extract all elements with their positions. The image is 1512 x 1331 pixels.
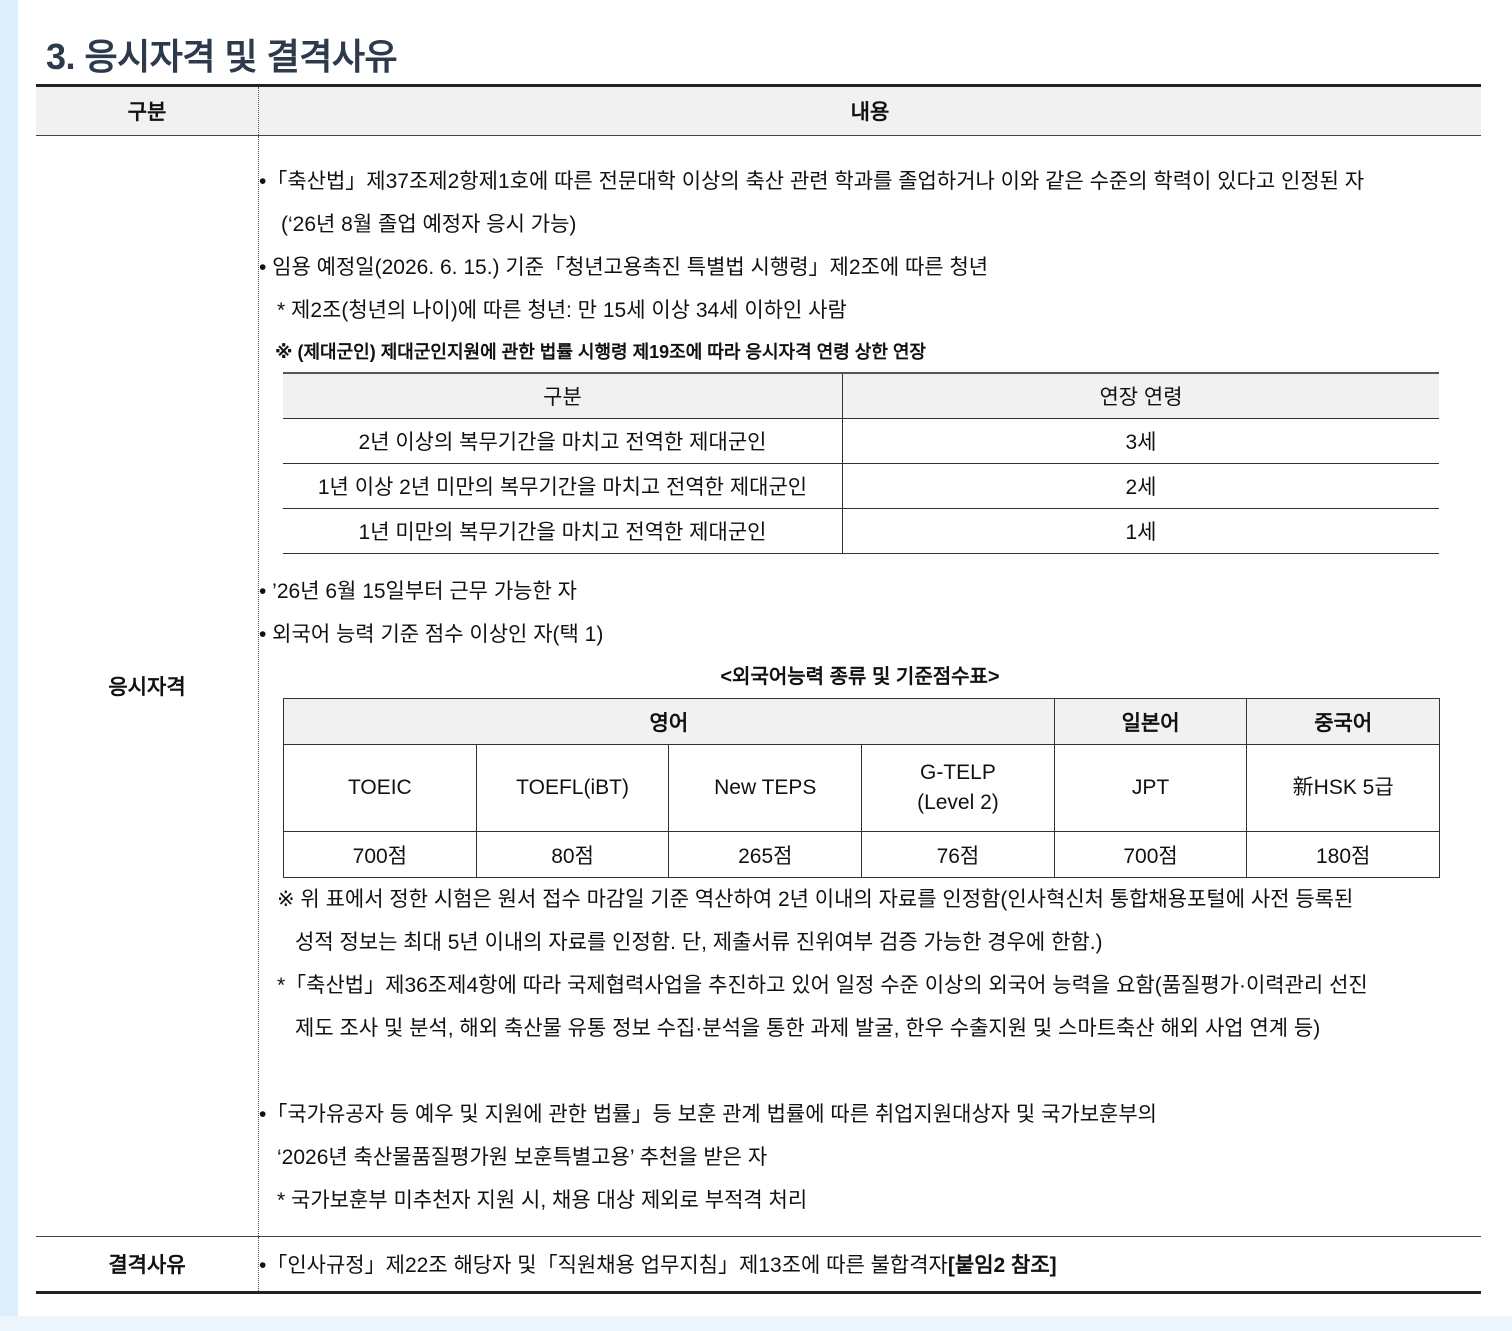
line: •「국가유공자 등 예우 및 지원에 관한 법률」등 보훈 관계 법률에 따른 …	[259, 1103, 1157, 1126]
disqualification-text: •「인사규정」제22조 해당자 및「직원채용 업무지침」제13조에 따른 불합격…	[259, 1254, 948, 1277]
left-sidebar-strip	[0, 0, 18, 1331]
score-cell: 76점	[861, 831, 1055, 878]
test-cell: TOEFL(iBT)	[475, 744, 670, 832]
test-cell: New TEPS	[668, 744, 863, 832]
score-cell: 700점	[283, 831, 477, 878]
header-category: 구분	[36, 84, 259, 136]
language-group-row: 영어 일본어 중국어	[283, 698, 1440, 745]
test-cell: JPT	[1053, 744, 1248, 832]
line: * 국가보훈부 미추천자 지원 시, 채용 대상 제외로 부적격 처리	[277, 1189, 808, 1212]
line: •「축산법」제37조제2항제1호에 따른 전문대학 이상의 축산 관련 학과를 …	[259, 170, 1365, 193]
note-line: *「축산법」제36조제4항에 따라 국제협력사업을 추진하고 있어 일정 수준 …	[277, 974, 1368, 997]
veteran-cell: 1년 이상 2년 미만의 복무기간을 마치고 전역한 제대군인	[283, 463, 843, 509]
score-row: 700점 80점 265점 76점 700점 180점	[283, 831, 1440, 878]
line: • 임용 예정일(2026. 6. 15.) 기준「청년고용촉진 특별법 시행령…	[259, 256, 989, 279]
line: ‘2026년 축산물품질평가원 보훈특별고용’ 추천을 받은 자	[277, 1146, 768, 1169]
line: (‘26년 8월 졸업 예정자 응시 가능)	[281, 213, 577, 236]
test-cell: 新HSK 5급	[1246, 744, 1440, 832]
test-cell: TOEIC	[283, 744, 477, 832]
veteran-header-cell: 구분	[283, 372, 843, 419]
veteran-header-cell: 연장 연령	[842, 372, 1439, 419]
note-line: ※ 위 표에서 정한 시험은 원서 접수 마감일 기준 역산하여 2년 이내의 …	[277, 888, 1354, 911]
header-row: 구분 내용	[36, 84, 1481, 136]
qualification-row: 응시자격 •「축산법」제37조제2항제1호에 따른 전문대학 이상의 축산 관련…	[36, 135, 1481, 1237]
header-content: 내용	[258, 84, 1481, 136]
line: * 제2조(청년의 나이)에 따른 청년: 만 15세 이상 34세 이하인 사…	[277, 299, 847, 322]
disqualification-content: •「인사규정」제22조 해당자 및「직원채용 업무지침」제13조에 따른 불합격…	[258, 1236, 1481, 1294]
veteran-cell: 1세	[842, 508, 1439, 554]
qualification-table: 구분 내용 응시자격 •「축산법」제37조제2항제1호에 따른 전문대학 이상의…	[36, 84, 1481, 1294]
test-name: G-TELP	[920, 761, 996, 784]
test-cell: G-TELP (Level 2)	[861, 744, 1055, 832]
line: • 외국어 능력 기준 점수 이상인 자(택 1)	[259, 623, 604, 646]
score-cell: 700점	[1053, 831, 1248, 878]
note-line: 성적 정보는 최대 5년 이내의 자료를 인정함. 단, 제출서류 진위여부 검…	[295, 931, 1103, 954]
note-line: 제도 조사 및 분석, 해외 축산물 유통 정보 수집·분석을 통한 과제 발굴…	[295, 1017, 1321, 1040]
attachment-reference: [붙임2 참조]	[947, 1254, 1057, 1277]
language-table-caption: <외국어능력 종류 및 기준점수표>	[720, 666, 1000, 688]
test-name-row: TOEIC TOEFL(iBT) New TEPS G-TELP (Level 2…	[283, 744, 1440, 832]
line: • ’26년 6월 15일부터 근무 가능한 자	[259, 580, 577, 603]
veteran-cell: 2세	[842, 463, 1439, 509]
score-cell: 180점	[1246, 831, 1440, 878]
group-cell: 중국어	[1246, 698, 1440, 745]
veteran-header: 구분 연장 연령	[283, 372, 1439, 419]
group-cell: 일본어	[1053, 698, 1248, 745]
veteran-row: 2년 이상의 복무기간을 마치고 전역한 제대군인 3세	[283, 418, 1439, 464]
qualification-content: •「축산법」제37조제2항제1호에 따른 전문대학 이상의 축산 관련 학과를 …	[258, 135, 1481, 1237]
veteran-cell: 1년 미만의 복무기간을 마치고 전역한 제대군인	[283, 508, 843, 554]
group-cell: 영어	[283, 698, 1055, 745]
disqualification-row: 결격사유 •「인사규정」제22조 해당자 및「직원채용 업무지침」제13조에 따…	[36, 1236, 1481, 1294]
veteran-row: 1년 이상 2년 미만의 복무기간을 마치고 전역한 제대군인 2세	[283, 463, 1439, 509]
score-cell: 265점	[668, 831, 863, 878]
veteran-table: 구분 연장 연령 2년 이상의 복무기간을 마치고 전역한 제대군인 3세 1년…	[283, 372, 1439, 554]
veteran-row: 1년 미만의 복무기간을 마치고 전역한 제대군인 1세	[283, 508, 1439, 554]
section-title: 3. 응시자격 및 결격사유	[46, 36, 398, 77]
disqualification-label: 결격사유	[36, 1236, 259, 1294]
language-table: 영어 일본어 중국어 TOEIC TOEFL(iBT) New TEPS G-T…	[283, 698, 1440, 878]
qualification-label: 응시자격	[36, 135, 259, 1237]
veteran-note: ※ (제대군인) 제대군인지원에 관한 법률 시행령 제19조에 따라 응시자격…	[275, 342, 926, 362]
bottom-strip	[0, 1316, 1512, 1331]
veteran-cell: 2년 이상의 복무기간을 마치고 전역한 제대군인	[283, 418, 843, 464]
test-level: (Level 2)	[917, 791, 999, 814]
score-cell: 80점	[475, 831, 670, 878]
veteran-cell: 3세	[842, 418, 1439, 464]
